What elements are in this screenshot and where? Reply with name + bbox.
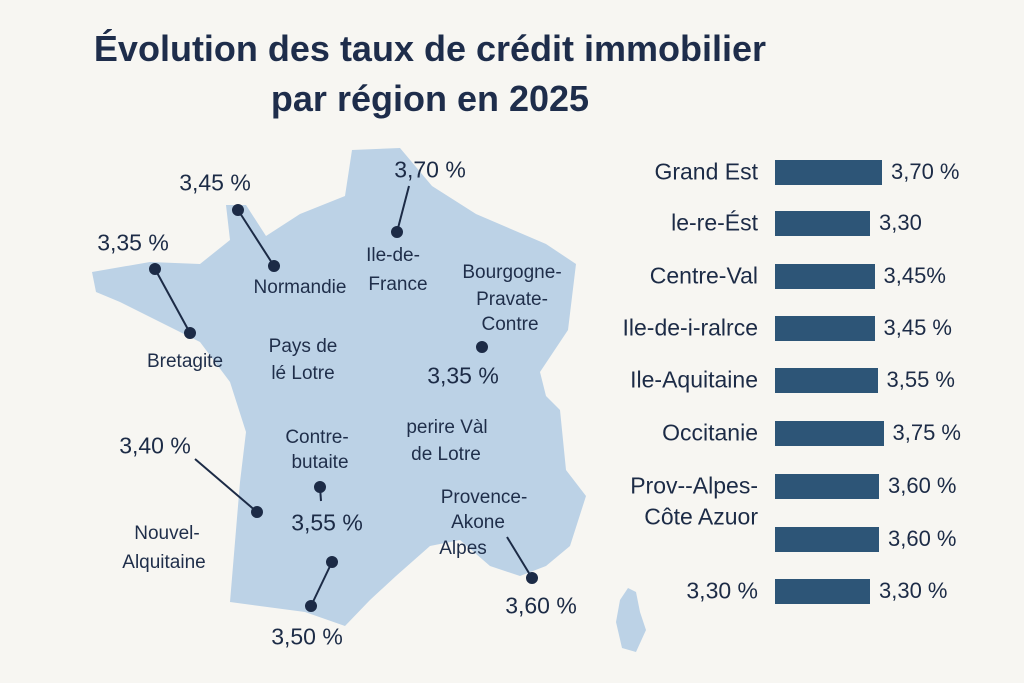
corsica-shape (616, 588, 646, 652)
bar (775, 160, 882, 185)
chart-title-line-1: Évolution des taux de crédit immobilier (93, 28, 767, 69)
leader-line (396, 185, 410, 233)
map-region-label: Nouvel- (134, 523, 200, 544)
leader-line (154, 268, 191, 334)
map-value-label: 3,70 % (394, 156, 466, 183)
map-region-label: Normandie (253, 277, 347, 298)
bar-value-label: 3,45% (883, 263, 946, 288)
bar-category-label: Centre-Val (649, 262, 758, 289)
bar-value-label: 3,55 % (886, 367, 956, 392)
marker-dot (526, 572, 538, 584)
map-region-label: perire Vàl (406, 417, 488, 438)
marker-dot (149, 263, 161, 275)
bar-value-label: 3,60 % (888, 526, 957, 551)
map-region-label: Provence- (440, 487, 528, 508)
bar-value-label: 3,45 % (883, 315, 953, 340)
bar (775, 421, 884, 446)
bar-value-label: 3,60 % (888, 473, 957, 498)
bar-value-label: 3,75 % (892, 420, 962, 445)
map-region-label: Akone (451, 512, 505, 533)
map-region-label: Pays de (268, 336, 338, 357)
map-value-label: 3,55 % (291, 509, 363, 536)
bar-category-label: Occitanie (662, 419, 758, 446)
bar (775, 527, 879, 552)
bar-category-label: Ile-Aquitaine (630, 366, 758, 393)
marker-dot (232, 204, 244, 216)
map-region-label: Bretagite (146, 351, 224, 372)
map-value-label: 3,40 % (119, 432, 191, 459)
leader-line (194, 458, 258, 513)
marker-dot (476, 341, 488, 353)
map-region-label: Alpes (439, 538, 487, 559)
bar-value-label: 3,30 % (879, 578, 948, 603)
marker-dot (268, 260, 280, 272)
leader-line (310, 561, 333, 607)
bar-category-label: 3,30 % (686, 577, 758, 604)
marker-dot (326, 556, 338, 568)
leader-line (237, 209, 275, 267)
map-value-label: 3,60 % (505, 592, 577, 619)
map-region-label: de Lotre (411, 444, 481, 465)
bar-category-label: Côte Azuor (644, 503, 758, 530)
bar-category-label: Grand Est (654, 158, 758, 185)
marker-dot (391, 226, 403, 238)
bar (775, 211, 870, 236)
marker-dot (305, 600, 317, 612)
map-region-label: Contre (481, 314, 539, 335)
map-region-label: Contre- (285, 427, 349, 448)
bar-value-label: 3,30 (879, 210, 922, 235)
map-region-label: lé Lotre (271, 363, 335, 384)
map-region-label: Bourgogne- (462, 262, 562, 283)
map-value-label: 3,35 % (97, 229, 169, 256)
map-region-label: Ile-de- (366, 245, 420, 266)
bar (775, 579, 870, 604)
bar (775, 264, 875, 289)
france-mainland-shape (92, 148, 586, 626)
map-value-label: 3,45 % (179, 169, 251, 196)
bar (775, 316, 875, 341)
map-value-label: 3,50 % (271, 623, 343, 650)
bar-category-label: Prov--Alpes- (630, 472, 758, 499)
map-region-label: Pravate- (476, 289, 548, 310)
chart-title-line-2: par région en 2025 (270, 78, 590, 119)
bar-category-label: Ile-de-i-ralrce (622, 314, 758, 341)
leader-line (506, 536, 533, 579)
map-region-label: France (368, 274, 428, 295)
marker-dot (314, 481, 326, 493)
map-region-label: butaite (291, 452, 349, 473)
marker-dot (251, 506, 263, 518)
map-region-label: Alquitaine (122, 552, 206, 573)
bar-category-label: le-re-Ést (671, 209, 758, 236)
map-value-label: 3,35 % (427, 362, 499, 389)
bar (775, 368, 878, 393)
bar-value-label: 3,70 % (891, 159, 960, 184)
bar (775, 474, 879, 499)
marker-dot (184, 327, 196, 339)
